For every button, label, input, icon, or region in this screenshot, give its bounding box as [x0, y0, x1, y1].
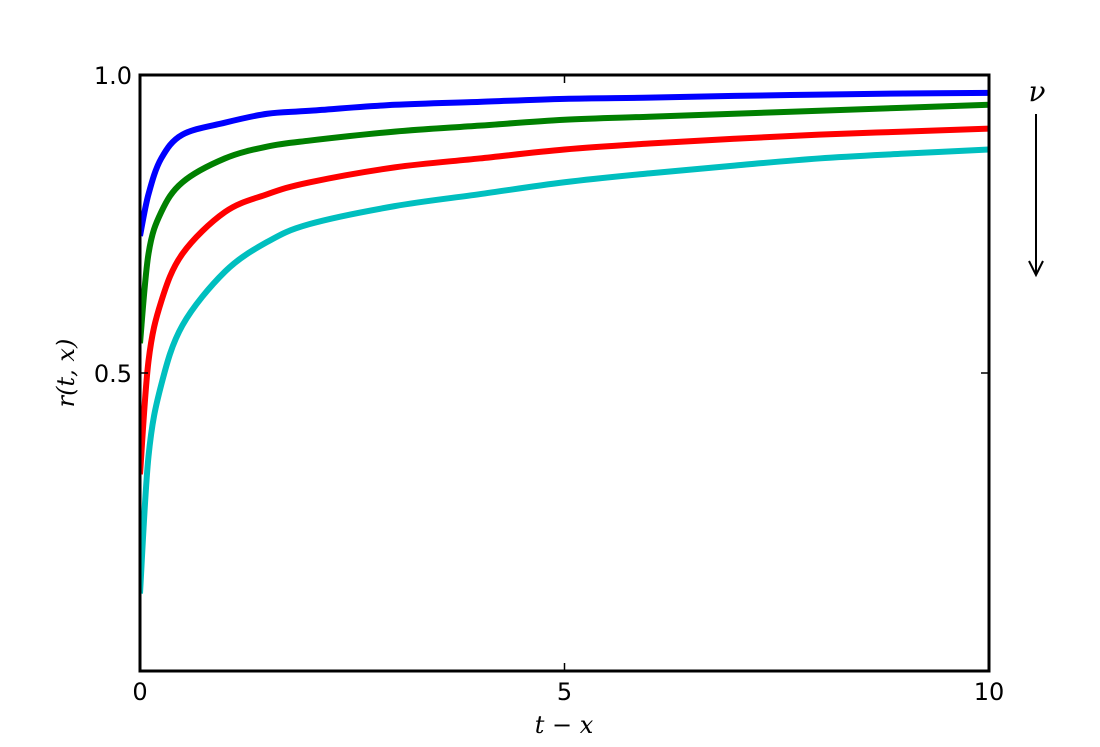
y-tick-label: 0.5	[94, 360, 132, 388]
series-line-4	[140, 146, 989, 594]
plot-background	[140, 75, 989, 671]
x-tick-label: 10	[974, 678, 1005, 706]
series-layer	[140, 89, 989, 594]
x-tick-label: 5	[557, 678, 572, 706]
nu-annotation-label: ν	[1028, 75, 1045, 108]
series-line-3	[140, 125, 989, 475]
nu-annotation: ν	[1028, 75, 1046, 278]
series-line-1	[140, 89, 989, 237]
y-axis-label: r(t, x)	[52, 339, 80, 408]
series-line-2	[140, 101, 989, 344]
plot-frame	[138, 73, 991, 673]
x-tick-label: 0	[132, 678, 147, 706]
x-axis-label: t − x	[535, 711, 594, 739]
arrow-head-icon	[1028, 260, 1044, 278]
y-tick-label: 1.0	[94, 62, 132, 90]
